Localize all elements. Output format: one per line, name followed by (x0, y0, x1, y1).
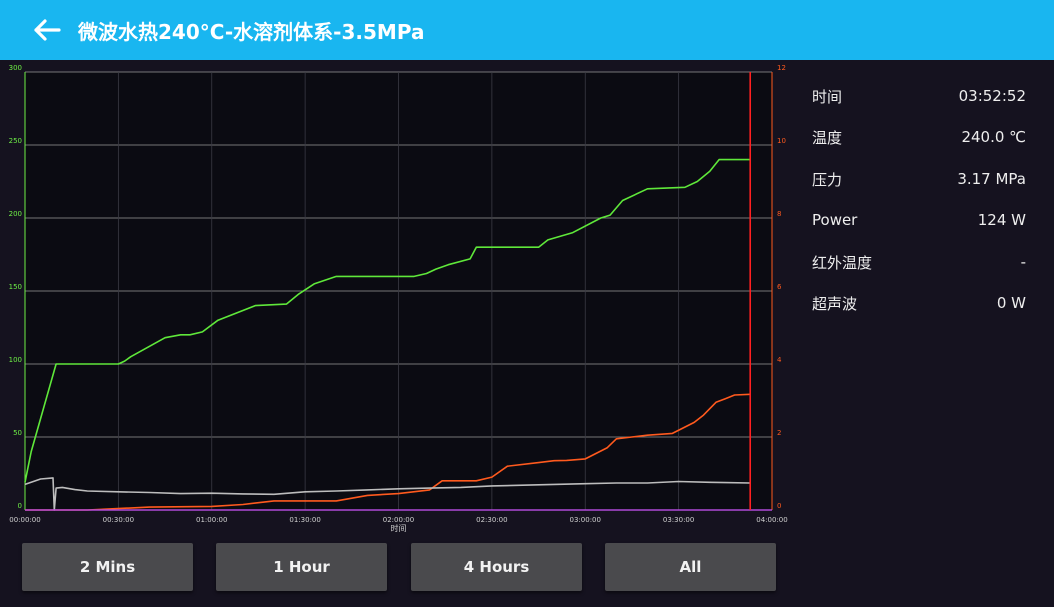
time-range-buttons: 2 Mins 1 Hour 4 Hours All (0, 543, 800, 593)
x-tick-label: 03:30:00 (663, 516, 694, 524)
stat-label: 红外温度 (812, 253, 873, 272)
x-tick-label: 02:30:00 (476, 516, 507, 524)
stat-value: - (1020, 253, 1026, 271)
stat-value: 03:52:52 (958, 87, 1026, 105)
stat-row-power: Power 124 W (812, 205, 1026, 235)
y-right-tick-label: 4 (777, 356, 782, 364)
stat-label: 温度 (812, 128, 843, 147)
stat-value: 0 W (996, 294, 1026, 312)
x-tick-label: 00:00:00 (9, 516, 40, 524)
y-left-tick-label: 150 (9, 283, 22, 291)
x-axis-label: 时间 (391, 523, 407, 533)
range-1-hour-button[interactable]: 1 Hour (216, 543, 387, 591)
range-all-button[interactable]: All (605, 543, 776, 591)
x-tick-label: 01:30:00 (289, 516, 320, 524)
y-left-tick-label: 0 (18, 502, 22, 510)
stat-label: 压力 (812, 170, 843, 189)
stat-value: 240.0 ℃ (961, 128, 1026, 146)
stat-label: 时间 (812, 87, 843, 106)
y-right-tick-label: 8 (777, 210, 781, 218)
series-line-pressure (25, 393, 751, 511)
x-tick-label: 01:00:00 (196, 516, 227, 524)
stat-value: 3.17 MPa (957, 170, 1026, 188)
trend-chart-svg: 0 0 50 2 100 4 150 6 200 8 250 10 300 12 00:00:00 00:30… (9, 64, 788, 533)
y-right-tick-label: 6 (777, 283, 782, 291)
trend-chart[interactable]: 0 0 50 2 100 4 150 6 200 8 250 10 300 12 00:00:00 00:30… (0, 60, 800, 542)
y-right-tick-label: 0 (777, 502, 781, 510)
range-4-hours-button[interactable]: 4 Hours (411, 543, 582, 591)
x-tick-label: 00:30:00 (103, 516, 134, 524)
stat-row-ultrasonic: 超声波 0 W (812, 288, 1026, 318)
back-button[interactable] (24, 8, 68, 52)
x-tick-label: 02:00:00 (383, 516, 414, 524)
stat-row-time: 时间 03:52:52 (812, 81, 1026, 111)
y-right-tick-label: 12 (777, 64, 786, 72)
stat-row-temperature: 温度 240.0 ℃ (812, 122, 1026, 152)
arrow-left-icon (34, 19, 61, 41)
y-left-tick-label: 50 (13, 429, 22, 437)
series-line-power (24, 477, 751, 511)
range-2-mins-button[interactable]: 2 Mins (22, 543, 193, 591)
page-title: 微波水热240°C-水溶剂体系-3.5MPa (78, 19, 425, 44)
stat-row-pressure: 压力 3.17 MPa (812, 164, 1026, 194)
x-tick-label: 03:00:00 (570, 516, 601, 524)
y-right-tick-label: 10 (777, 137, 786, 145)
y-left-tick-label: 250 (9, 137, 22, 145)
y-left-tick-label: 100 (9, 356, 22, 364)
y-left-tick-label: 300 (9, 64, 22, 72)
series-line-temperature (24, 158, 751, 483)
stat-row-infrared-temperature: 红外温度 - (812, 247, 1026, 277)
stat-value: 124 W (977, 211, 1026, 229)
top-app-bar: 微波水热240°C-水溶剂体系-3.5MPa (0, 0, 1054, 60)
y-right-tick-label: 2 (777, 429, 781, 437)
y-left-tick-label: 200 (9, 210, 22, 218)
stat-label: Power (812, 211, 858, 229)
status-panel: 时间 03:52:52 温度 240.0 ℃ 压力 3.17 MPa Power… (800, 60, 1054, 360)
x-tick-label: 04:00:00 (756, 516, 787, 524)
stat-label: 超声波 (812, 294, 858, 313)
